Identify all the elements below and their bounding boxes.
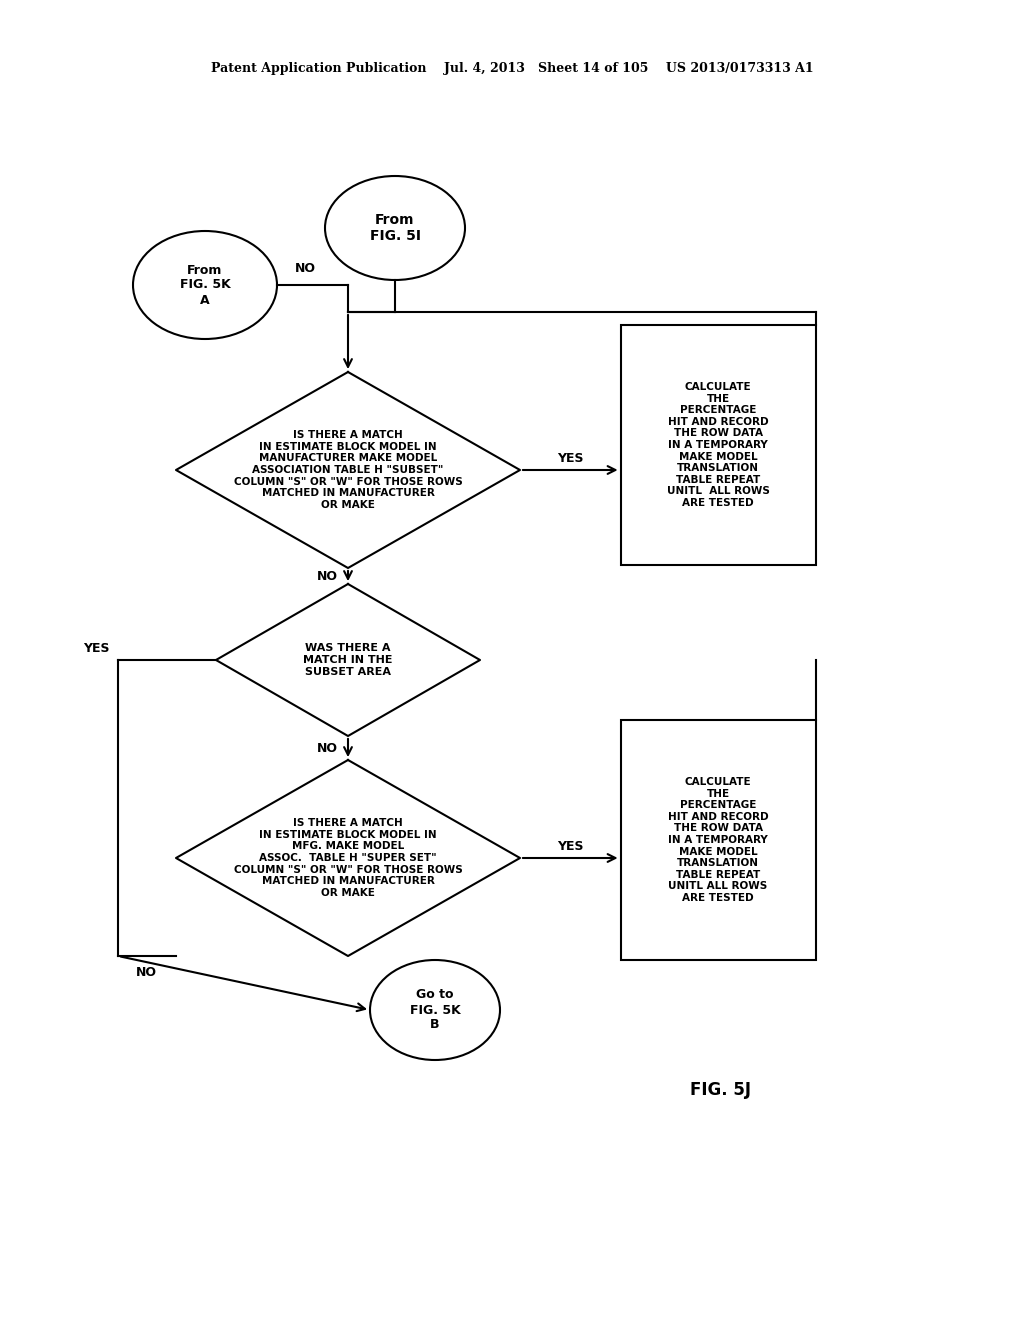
Text: NO: NO bbox=[317, 569, 338, 582]
Text: IS THERE A MATCH
IN ESTIMATE BLOCK MODEL IN
MFG. MAKE MODEL
ASSOC.  TABLE H "SUP: IS THERE A MATCH IN ESTIMATE BLOCK MODEL… bbox=[233, 818, 463, 898]
Bar bbox=[621, 719, 815, 960]
Text: Go to
FIG. 5K
B: Go to FIG. 5K B bbox=[410, 989, 461, 1031]
Text: CALCULATE
THE
PERCENTAGE
HIT AND RECORD
THE ROW DATA
IN A TEMPORARY
MAKE MODEL
T: CALCULATE THE PERCENTAGE HIT AND RECORD … bbox=[668, 777, 768, 903]
Text: From
FIG. 5I: From FIG. 5I bbox=[370, 213, 421, 243]
Text: Patent Application Publication    Jul. 4, 2013   Sheet 14 of 105    US 2013/0173: Patent Application Publication Jul. 4, 2… bbox=[211, 62, 813, 75]
Text: From
FIG. 5K
A: From FIG. 5K A bbox=[179, 264, 230, 306]
Text: YES: YES bbox=[84, 642, 110, 655]
Text: WAS THERE A
MATCH IN THE
SUBSET AREA: WAS THERE A MATCH IN THE SUBSET AREA bbox=[303, 643, 393, 677]
Bar bbox=[621, 325, 815, 565]
Text: YES: YES bbox=[557, 840, 584, 853]
Text: FIG. 5J: FIG. 5J bbox=[689, 1081, 751, 1100]
Text: CALCULATE
THE
PERCENTAGE
HIT AND RECORD
THE ROW DATA
IN A TEMPORARY
MAKE MODEL
T: CALCULATE THE PERCENTAGE HIT AND RECORD … bbox=[667, 381, 769, 508]
Text: NO: NO bbox=[317, 742, 338, 755]
Text: NO: NO bbox=[295, 261, 316, 275]
Text: NO: NO bbox=[136, 966, 157, 979]
Text: IS THERE A MATCH
IN ESTIMATE BLOCK MODEL IN
MANUFACTURER MAKE MODEL
ASSOCIATION : IS THERE A MATCH IN ESTIMATE BLOCK MODEL… bbox=[233, 430, 463, 510]
Text: YES: YES bbox=[557, 451, 584, 465]
